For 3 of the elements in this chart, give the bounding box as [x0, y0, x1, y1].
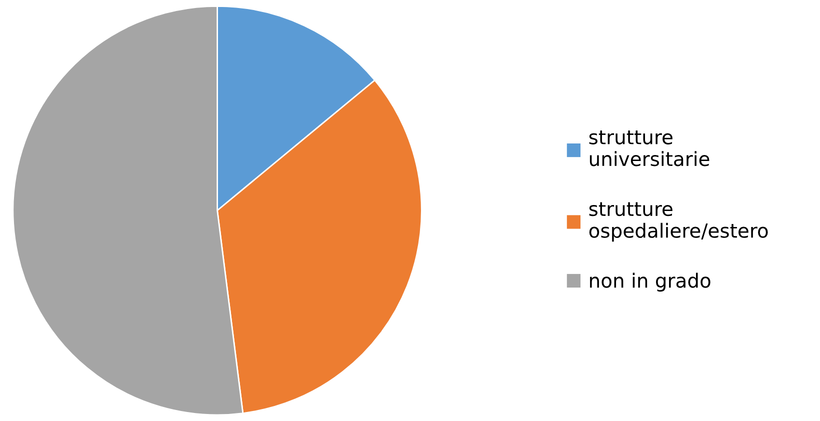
legend-label: non in grado: [590, 272, 710, 292]
legend-label: strutture ospedaliere/estero: [589, 202, 768, 242]
legend-label: strutture universitarie: [589, 130, 710, 166]
